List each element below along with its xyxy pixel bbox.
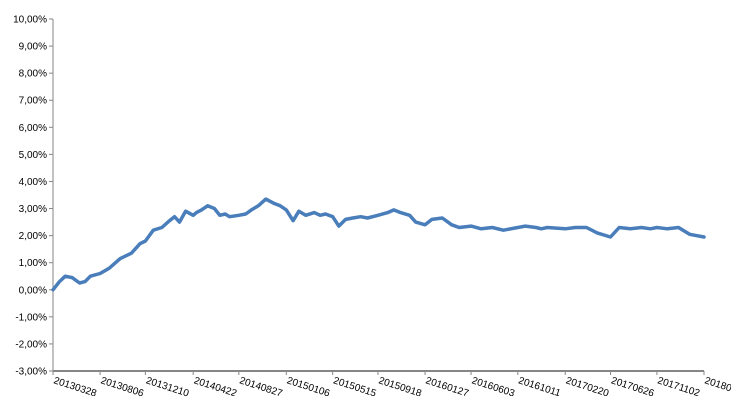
x-tick-label: 20161011 <box>517 375 562 396</box>
y-tick-label: 0,00% <box>19 285 47 296</box>
y-tick-label: 2,00% <box>19 231 47 242</box>
x-tick-label: 20140827 <box>238 375 284 396</box>
y-tick-label: 10,00% <box>13 15 47 26</box>
y-tick-label: 8,00% <box>19 69 47 80</box>
y-tick-label: 3,00% <box>19 204 47 215</box>
y-tick-label: 6,00% <box>19 123 47 134</box>
x-tick-label: 20180313 <box>703 375 731 396</box>
y-axis: -3,00% -2,00% -1,00% 0,00% 1,00% 2,00% 3,00% 4,… <box>13 15 54 378</box>
x-tick-label: 20130328 <box>52 375 98 396</box>
y-tick-label: -1,00% <box>15 312 47 323</box>
x-tick-label: 20150918 <box>377 375 423 396</box>
x-tick-label: 20160127 <box>424 375 470 396</box>
x-tick-label: 20160603 <box>470 375 516 396</box>
y-tick-label: -3,00% <box>15 367 47 378</box>
y-tick-label: 7,00% <box>19 96 47 107</box>
x-tick-label: 20170220 <box>564 375 610 396</box>
y-tick-label: 4,00% <box>19 177 47 188</box>
x-axis: 20130328 20130806 20131210 20140422 20140827… <box>52 370 731 396</box>
series-group <box>51 197 706 292</box>
x-tick-label: 20131210 <box>144 375 190 396</box>
x-tick-label: 20130806 <box>99 375 145 396</box>
y-tick-label: 5,00% <box>19 150 47 161</box>
y-tick-label: 1,00% <box>19 258 47 269</box>
x-tick-label: 20140422 <box>192 375 238 396</box>
y-tick-label: -2,00% <box>15 339 47 350</box>
y-tick-label: 9,00% <box>19 42 47 53</box>
series-line <box>51 197 706 292</box>
x-tick-label: 20170626 <box>610 375 656 396</box>
x-tick-label: 20171102 <box>656 375 701 396</box>
x-tick-label: 20150106 <box>285 375 331 396</box>
x-tick-label: 20150515 <box>332 375 378 396</box>
